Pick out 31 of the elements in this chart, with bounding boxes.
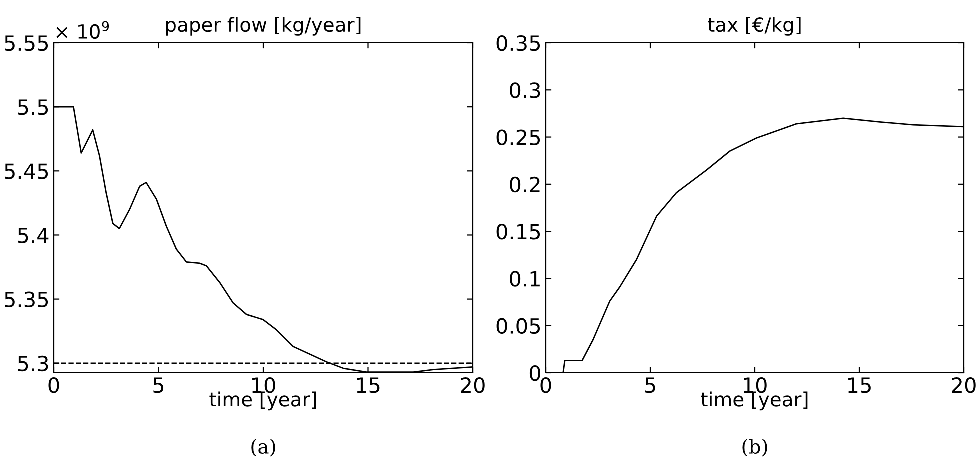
x-axis-title: time [year] <box>210 392 316 411</box>
x-tick-label: 5 <box>645 378 656 394</box>
y-tick-label: 0.15 <box>496 224 540 240</box>
chart-title: tax [€/kg] <box>708 17 801 36</box>
y-tick-label: 5.5 <box>18 100 48 116</box>
x-tick-label: 20 <box>952 378 976 394</box>
x-tick-label: 15 <box>848 378 871 394</box>
x-axis-title: time [year] <box>701 392 808 411</box>
x-tick-label: 20 <box>461 378 485 394</box>
chart-title: paper flow [kg/year] <box>166 17 361 36</box>
y-tick-label: 0.2 <box>510 176 540 193</box>
y-tick-label: 5.3 <box>18 356 48 372</box>
y-tick-label: 5.55 <box>5 36 48 52</box>
text: (a) <box>252 439 276 457</box>
y-tick-label: 0 <box>530 365 540 382</box>
y-tick-label: 0.25 <box>496 130 540 146</box>
y-tick-label: 0.3 <box>510 82 540 98</box>
x-tick-label: 10 <box>744 378 767 394</box>
y-tick-label: 0.05 <box>496 318 540 334</box>
y-tick-label: 0.1 <box>510 271 540 287</box>
x-tick-label: 0 <box>540 378 552 394</box>
y-tick-label: 0.35 <box>496 35 540 52</box>
text: × 10$^{9}$ <box>56 21 110 40</box>
x-tick-label: 10 <box>252 378 276 394</box>
x-tick-label: 15 <box>357 378 380 394</box>
y-tick-label: 5.35 <box>5 292 48 308</box>
x-tick-label: 0 <box>48 378 60 394</box>
y-tick-label: 5.4 <box>18 228 49 244</box>
y-tick-label: 5.45 <box>5 164 48 180</box>
text: (b) <box>742 439 768 457</box>
x-tick-label: 5 <box>154 378 164 394</box>
